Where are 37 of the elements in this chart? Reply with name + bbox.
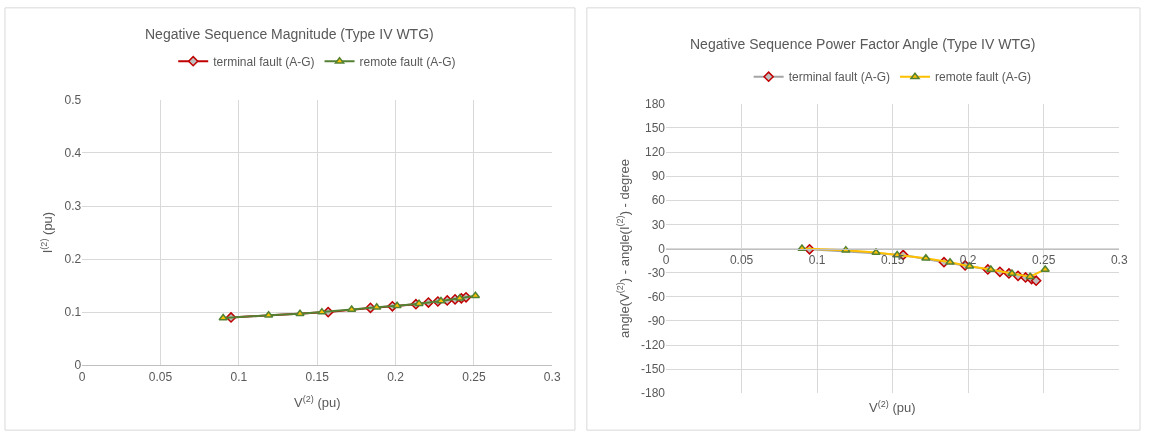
x-tick-label: 0.05: [729, 252, 754, 267]
x-tick-label: 0.25: [1032, 252, 1056, 267]
y-tick-label: 0.1: [64, 305, 82, 320]
y-tick-label: 120: [644, 145, 666, 160]
y-tick-label: 30: [651, 217, 666, 232]
y-tick-label: 0.4: [64, 146, 82, 161]
y-tick-label: -180: [640, 386, 666, 401]
y-tick-label: 60: [651, 193, 666, 208]
chart-title: Negative Sequence Power Factor Angle (Type IV WTG): [690, 36, 1036, 52]
y-tick-label: -90: [647, 314, 666, 329]
legend-label: remote fault (A-G): [934, 70, 1032, 85]
x-tick-label: 0.2: [387, 369, 405, 384]
chart-title: Negative Sequence Magnitude (Type IV WTG): [145, 26, 434, 42]
x-tick-label: 0.3: [543, 369, 561, 384]
y-tick-label: 0: [74, 358, 82, 373]
y-tick-label: -60: [647, 289, 666, 304]
x-tick-label: 0.15: [880, 252, 905, 267]
x-tick-label: 0.05: [148, 369, 173, 384]
x-axis-title: V$^{(2)}$ (pu): [869, 399, 916, 416]
y-tick-label: -120: [640, 338, 666, 353]
y-tick-label: 0.3: [64, 199, 82, 214]
legend-label: remote fault (A-G): [359, 54, 456, 69]
y-tick-label: 180: [644, 97, 666, 111]
x-axis-title: V$^{(2)}$ (pu): [294, 394, 341, 411]
legend-label: terminal fault (A-G): [788, 70, 890, 85]
x-tick-label: 0.3: [1110, 252, 1128, 267]
y-tick-label: 90: [651, 169, 666, 184]
y-tick-label: 0.5: [64, 93, 82, 108]
x-tick-label: 0.1: [808, 252, 826, 267]
y-tick-label: -30: [647, 265, 666, 280]
x-tick-label: 0.15: [305, 369, 330, 384]
y-tick-label: 0: [658, 241, 666, 256]
y-tick-label: 150: [644, 121, 666, 136]
y-tick-label: -150: [640, 362, 666, 377]
x-tick-label: 0.1: [230, 369, 248, 384]
legend-label: terminal fault (A-G): [213, 54, 315, 69]
x-tick-label: 0.25: [462, 369, 486, 384]
